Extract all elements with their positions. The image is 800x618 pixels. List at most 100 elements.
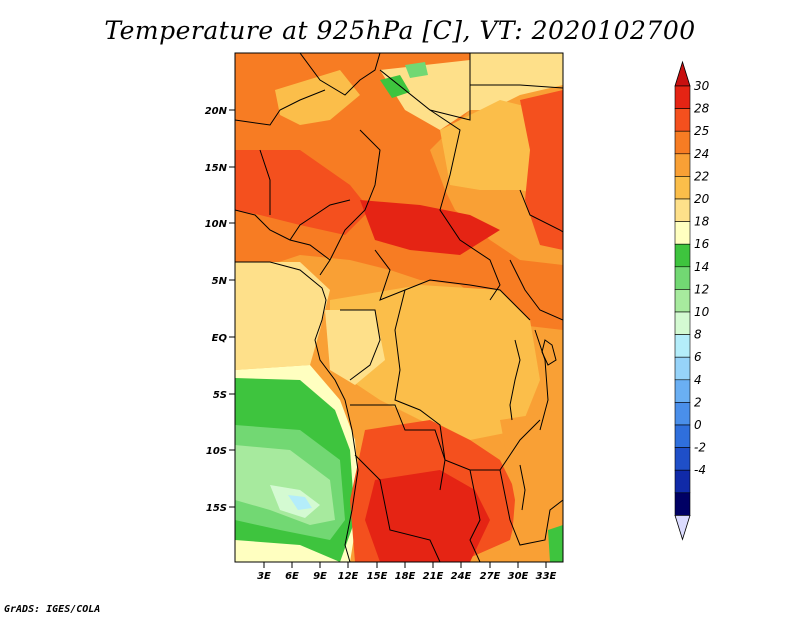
colorbar-label: 8 xyxy=(694,328,702,342)
colorbar-label: 22 xyxy=(694,169,709,183)
border-lake-3 xyxy=(519,464,526,511)
x-tick-labels: 3E 6E 9E 12E 15E 18E 21E 24E 27E 30E 33E xyxy=(257,571,556,582)
borders xyxy=(235,53,563,562)
colorbar-swatch xyxy=(674,334,691,358)
x-tick-label: 27E xyxy=(480,571,501,582)
temperature-field xyxy=(235,53,563,562)
x-tick-label: 18E xyxy=(395,571,416,582)
x-tick-label: 12E xyxy=(338,571,359,582)
field-ocean-blue xyxy=(288,495,312,510)
colorbar-swatch xyxy=(674,176,691,200)
y-tick-label: 10N xyxy=(205,219,228,230)
field-coast-cool xyxy=(235,540,340,562)
colorbar-label: 10 xyxy=(694,305,710,319)
field-chad-hot xyxy=(360,200,500,255)
map-frame xyxy=(234,52,564,563)
border-4 xyxy=(235,89,326,126)
credit-text: GrADS: IGES/COLA xyxy=(4,604,101,615)
border-1 xyxy=(299,53,381,96)
colorbar-bottom-arrow xyxy=(674,515,691,541)
colorbar-swatch xyxy=(674,379,691,403)
border-2 xyxy=(379,53,471,121)
y-tick-labels: 20N 15N 10N 5N EQ 5S 10S 15S xyxy=(205,106,228,514)
field-egypt-pale xyxy=(470,53,563,110)
chart-title: Temperature at 925hPa [C], VT: 202010270… xyxy=(104,16,696,45)
colorbar-swatch xyxy=(674,221,691,245)
colorbar-swatch xyxy=(674,311,691,335)
colorbar-swatch xyxy=(674,243,691,268)
colorbar-swatch xyxy=(674,356,691,381)
x-tick-label: 33E xyxy=(536,571,557,582)
colorbar-swatch xyxy=(674,402,691,426)
field-north-hot xyxy=(235,53,563,330)
field-congo-west xyxy=(325,310,385,385)
colorbar-swatch xyxy=(674,130,691,155)
field-congo-mid xyxy=(330,285,540,440)
border-13 xyxy=(499,469,563,546)
y-tick-label: 15N xyxy=(205,163,228,174)
colorbar-label: 14 xyxy=(694,260,709,274)
colorbar-label: 2 xyxy=(694,395,702,409)
y-tick-label: 20N xyxy=(205,106,228,117)
border-17 xyxy=(519,189,563,233)
colorbar-top-arrow xyxy=(674,60,691,87)
colorbar-label: 18 xyxy=(694,215,710,229)
field-green-north2 xyxy=(405,62,428,78)
border-7 xyxy=(374,249,531,321)
colorbar-label: -2 xyxy=(694,441,706,455)
colorbar-label: 6 xyxy=(694,350,702,364)
x-tick-label: 9E xyxy=(313,571,327,582)
border-coast-west xyxy=(235,261,359,562)
colorbar-swatch xyxy=(674,153,691,177)
border-lake-1 xyxy=(509,339,521,421)
border-14 xyxy=(235,209,331,261)
y-tick-label: EQ xyxy=(212,333,228,344)
border-16 xyxy=(289,199,351,241)
border-19 xyxy=(534,329,549,431)
colorbar-label: 0 xyxy=(694,418,702,432)
field-sahara-pale xyxy=(275,70,360,125)
x-tick-label: 30E xyxy=(508,571,529,582)
border-6 xyxy=(429,109,501,301)
x-axis xyxy=(263,562,547,568)
colorbar-swatch xyxy=(674,198,691,222)
colorbar-swatch xyxy=(674,469,691,494)
border-8 xyxy=(340,309,381,381)
y-tick-label: 10S xyxy=(206,446,227,457)
colorbar-swatch xyxy=(674,289,691,313)
field-south-hottest xyxy=(365,470,490,562)
colorbar-label: 20 xyxy=(694,192,710,206)
colorbar-swatch xyxy=(674,447,691,471)
border-18 xyxy=(509,259,563,321)
x-tick-label: 24E xyxy=(451,571,472,582)
colorbar-swatch xyxy=(674,424,691,448)
colorbar-swatch xyxy=(674,492,691,516)
colorbar-label: 12 xyxy=(694,282,709,296)
x-tick-label: 15E xyxy=(367,571,388,582)
colorbar-swatch xyxy=(674,266,691,290)
x-tick-label: 6E xyxy=(285,571,299,582)
colorbar-label: 24 xyxy=(694,147,709,161)
colorbar-label: 30 xyxy=(694,79,710,93)
border-3 xyxy=(470,84,563,89)
colorbar-label: 28 xyxy=(694,102,710,116)
field-west-sahel-hot xyxy=(235,150,370,235)
y-tick-label: 5N xyxy=(212,276,228,287)
border-lake-2 xyxy=(541,339,557,366)
colorbar-label: -4 xyxy=(694,463,706,477)
y-tick-label: 5S xyxy=(213,390,227,401)
field-east-hot xyxy=(520,90,563,250)
x-tick-label: 3E xyxy=(257,571,271,582)
colorbar-label: 25 xyxy=(694,124,709,138)
border-15 xyxy=(259,149,271,215)
border-11 xyxy=(354,454,441,562)
colorbar-swatch xyxy=(674,85,691,109)
colorbar-swatch xyxy=(674,108,691,132)
field-gulf-cool xyxy=(235,262,330,370)
colorbar-label: 4 xyxy=(694,373,702,387)
field-chad-pale xyxy=(380,60,470,130)
border-9 xyxy=(394,289,541,471)
border-12 xyxy=(469,469,481,562)
